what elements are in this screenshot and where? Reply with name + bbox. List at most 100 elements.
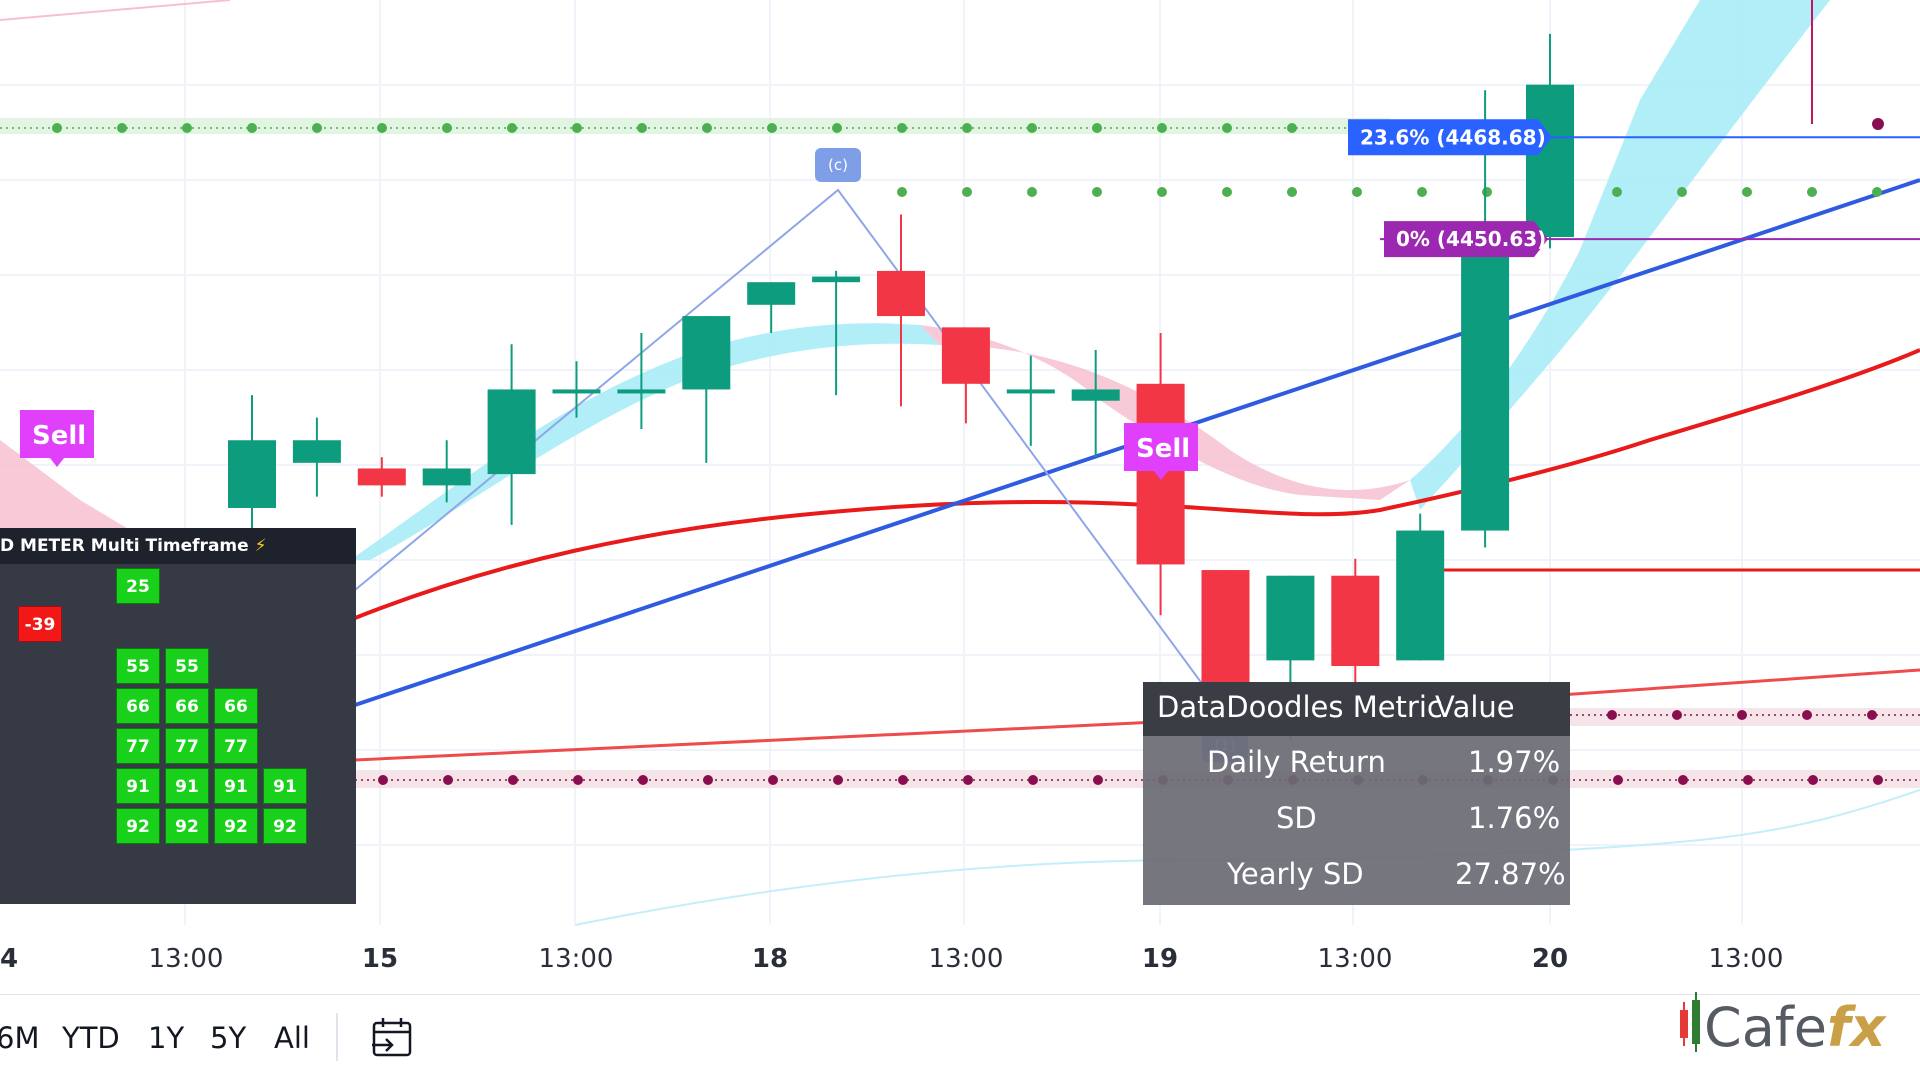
candle-body (877, 270, 925, 317)
fib-level-label: 0% (4450.63) (1396, 227, 1546, 251)
time-axis-label: 19 (1142, 944, 1178, 974)
resistance-dot (768, 775, 778, 785)
candle-body (1006, 389, 1055, 394)
resistance-dot (1672, 710, 1682, 720)
candle-body (1266, 575, 1315, 661)
meter-cell: 55 (165, 648, 209, 684)
fib-level-label: 23.6% (4468.68) (1360, 125, 1546, 149)
candle-body (1396, 530, 1445, 661)
resistance-dot (1802, 710, 1812, 720)
candle-body (682, 316, 731, 390)
time-axis-label: 20 (1532, 944, 1568, 974)
support-dot (117, 123, 127, 133)
support-dot (962, 187, 972, 197)
envelope-line (0, 0, 231, 21)
time-axis-label: 13:00 (1709, 944, 1784, 974)
resistance-dot (963, 775, 973, 785)
meter-cell: 92 (263, 808, 307, 844)
wave-label-text: (c) (828, 156, 848, 174)
candle-body (422, 468, 471, 486)
stats-header-value: Value (1435, 690, 1515, 724)
resistance-dot (1607, 710, 1617, 720)
support-dot (897, 123, 907, 133)
meter-cell: 91 (263, 768, 307, 804)
wave-line (354, 188, 1221, 709)
resistance-dot (833, 775, 843, 785)
bottom-toolbar: 6M YTD 1Y 5Y All (0, 994, 1920, 1081)
support-dot (897, 187, 907, 197)
support-dot (1027, 123, 1037, 133)
sell-signal-marker (1124, 423, 1198, 480)
support-dot (1157, 187, 1167, 197)
cafefx-logo: Cafefx (1680, 992, 1888, 1059)
support-dot (1482, 187, 1492, 197)
moving-average-line (349, 348, 1920, 622)
candle-body (228, 440, 276, 508)
support-dot (1677, 187, 1687, 197)
candle-body (1331, 575, 1380, 667)
support-dot (442, 123, 452, 133)
candle-body (552, 389, 601, 394)
meter-cell: 91 (165, 768, 209, 804)
support-dot (52, 123, 62, 133)
support-dot (962, 123, 972, 133)
candle-body (1526, 84, 1574, 238)
support-dot (1092, 123, 1102, 133)
sell-signal-marker (20, 410, 94, 467)
resistance-dot (703, 775, 713, 785)
candle-body (812, 276, 861, 283)
time-axis-label: 13:00 (929, 944, 1004, 974)
sell-signal-label: Sell (32, 421, 86, 451)
meter-cell: 25 (116, 568, 160, 604)
logo-suffix: fx (1827, 996, 1887, 1059)
meter-cell: 66 (116, 688, 160, 724)
meter-cell: 77 (214, 728, 258, 764)
stats-row-value: 1.76% (1468, 801, 1561, 835)
range-5y-button[interactable]: 5Y (210, 1021, 247, 1055)
support-dot (767, 123, 777, 133)
range-1y-button[interactable]: 1Y (148, 1021, 185, 1055)
support-zone (0, 118, 1390, 134)
meter-cell: 91 (214, 768, 258, 804)
resistance-dot (1737, 710, 1747, 720)
svg-text:Cafefx: Cafefx (1704, 996, 1888, 1059)
fib-point (1872, 118, 1884, 130)
stats-table: DataDoodles Metric Value Daily Return 1.… (1143, 682, 1570, 905)
stats-header-metric: DataDoodles Metric (1157, 690, 1443, 724)
meter-cell: 92 (116, 808, 160, 844)
support-dot (637, 123, 647, 133)
meter-cell: 91 (116, 768, 160, 804)
support-dot (377, 123, 387, 133)
range-ytd-button[interactable]: YTD (62, 1021, 120, 1055)
meter-cell: 77 (165, 728, 209, 764)
meter-panel: D METER Multi Timeframe ⚡ 25 -39 55 55 66 66 66… (0, 528, 356, 904)
fib-level-tag (1348, 119, 1552, 156)
support-dot (507, 123, 517, 133)
stats-row-metric: Yearly SD (1227, 857, 1364, 891)
candle-body (292, 440, 341, 463)
support-dot (1417, 187, 1427, 197)
fib-level-tag (1384, 221, 1548, 258)
time-axis-label: 13:00 (539, 944, 614, 974)
range-all-button[interactable]: All (274, 1021, 310, 1055)
support-dot (1222, 187, 1232, 197)
support-dot (1092, 187, 1102, 197)
support-dot (1807, 187, 1817, 197)
resistance-dot (1093, 775, 1103, 785)
meter-cell: 66 (165, 688, 209, 724)
resistance-dot (1678, 775, 1688, 785)
range-6m-button[interactable]: 6M (0, 1021, 40, 1055)
wave-label-marker (815, 148, 861, 182)
time-axis-label: 15 (362, 944, 398, 974)
time-axis-label: 13:00 (149, 944, 224, 974)
calendar-goto-icon[interactable] (370, 1015, 416, 1061)
candle-body (357, 468, 406, 486)
time-axis[interactable]: 4 13:00 15 13:00 18 13:00 19 13:00 20 13:00 (0, 944, 1783, 974)
meter-title: D METER Multi Timeframe ⚡ (0, 528, 356, 564)
support-dot (1742, 187, 1752, 197)
meter-cell: 92 (214, 808, 258, 844)
resistance-dot (1808, 775, 1818, 785)
support-dot (1287, 187, 1297, 197)
time-axis-label: 18 (752, 944, 788, 974)
support-dot (1872, 187, 1882, 197)
